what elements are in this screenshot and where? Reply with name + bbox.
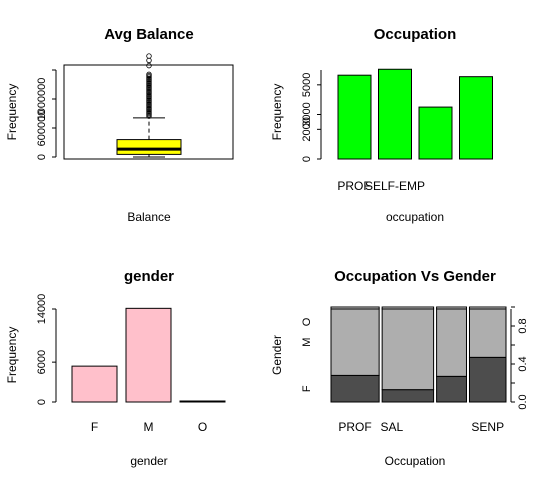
occupation-bars [337, 68, 493, 160]
bar-senp [459, 76, 493, 160]
bar-o [179, 400, 226, 403]
ytick-label: 6000 [36, 350, 48, 374]
ylabel-occupation: Frequency [270, 84, 284, 141]
category-label: SAL [381, 420, 404, 434]
tile-prof-m [330, 308, 380, 376]
ylabel-avg-balance: Frequency [5, 84, 19, 141]
right-tick-label: 0.4 [517, 356, 529, 371]
category-label: SELF-EMP [365, 179, 425, 193]
outlier-point [146, 53, 152, 59]
ytick-label: 2000 [301, 117, 313, 141]
category-label: M [144, 420, 154, 434]
ytick-label-1: 600000 [36, 110, 48, 147]
outlier-point [146, 71, 152, 78]
right-tick-label: 0.8 [517, 318, 529, 333]
panel-avg-balance: Avg Balance Balance Frequency 0 600000 1… [5, 26, 234, 224]
title-occupation: Occupation [374, 26, 457, 43]
ytick-label-2: 1000000 [36, 78, 48, 121]
tile-self-emp-o [436, 306, 467, 310]
xlabel-avg-balance: Balance [127, 210, 171, 224]
group-label-f: F [301, 385, 313, 392]
category-label: SENP [471, 420, 504, 434]
category-label: PROF [338, 420, 371, 434]
mosaic-right-ticks: 0.0 0.4 0.8 [511, 306, 529, 410]
tile-senp-f [468, 356, 507, 403]
title-occupation-vs-gender: Occupation Vs Gender [334, 268, 496, 285]
tile-self-emp-m [436, 308, 467, 377]
ytick-label: 0 [36, 399, 48, 405]
mosaic-category-labels: PROF SAL SENP [338, 420, 504, 434]
xlabel-gender: gender [130, 454, 167, 468]
title-avg-balance: Avg Balance [104, 26, 193, 43]
xlabel-occupation-vs-gender: Occupation [385, 454, 446, 468]
panel-occupation: Occupation occupation Frequency 0 2000300… [270, 26, 493, 224]
group-label-m: M [301, 338, 313, 347]
category-label: F [91, 420, 98, 434]
bar-sal [378, 68, 412, 160]
gender-y-ticks: 0 6000 14000 [36, 294, 56, 405]
panel-occupation-vs-gender: Occupation Vs Gender Occupation Gender 0… [270, 268, 529, 468]
tile-prof-f [330, 374, 380, 403]
tile-senp-o [468, 306, 507, 310]
plot-box-avg-balance [63, 64, 234, 160]
tile-prof-o [330, 306, 380, 310]
outlier-point [146, 62, 152, 69]
bar-self-emp [418, 106, 453, 160]
group-label-o: O [301, 317, 313, 326]
mosaic-marks [330, 306, 507, 403]
ylabel-occupation-vs-gender: Gender [270, 335, 284, 375]
xlabel-occupation: occupation [386, 210, 444, 224]
tile-sal-f [381, 389, 435, 403]
ytick-label: 0 [301, 156, 313, 162]
tile-sal-m [381, 308, 435, 391]
mosaic-left-ticks: F M O [301, 317, 313, 392]
box-iqr [116, 139, 182, 155]
right-tick-label: 0.0 [517, 394, 529, 409]
outlier-point [146, 57, 152, 64]
bar-m [125, 307, 172, 403]
category-label: PROF [337, 179, 370, 193]
tile-senp-m [468, 308, 507, 358]
ytick-label: 3000 [301, 102, 313, 126]
ytick-label: 14000 [36, 294, 48, 325]
boxplot-marks [116, 53, 182, 158]
ylabel-gender: Frequency [5, 327, 19, 384]
bar-prof [337, 74, 372, 160]
tile-sal-o [381, 306, 435, 310]
tile-self-emp-f [436, 375, 467, 403]
category-label: O [198, 420, 207, 434]
panel-gender: gender gender Frequency 0 6000 14000 F M O [5, 268, 226, 468]
ytick-label: 5000 [301, 73, 313, 97]
ytick-label-0: 0 [36, 154, 48, 160]
gender-bars [71, 307, 226, 403]
title-gender: gender [124, 268, 174, 285]
bar-f [71, 365, 118, 403]
